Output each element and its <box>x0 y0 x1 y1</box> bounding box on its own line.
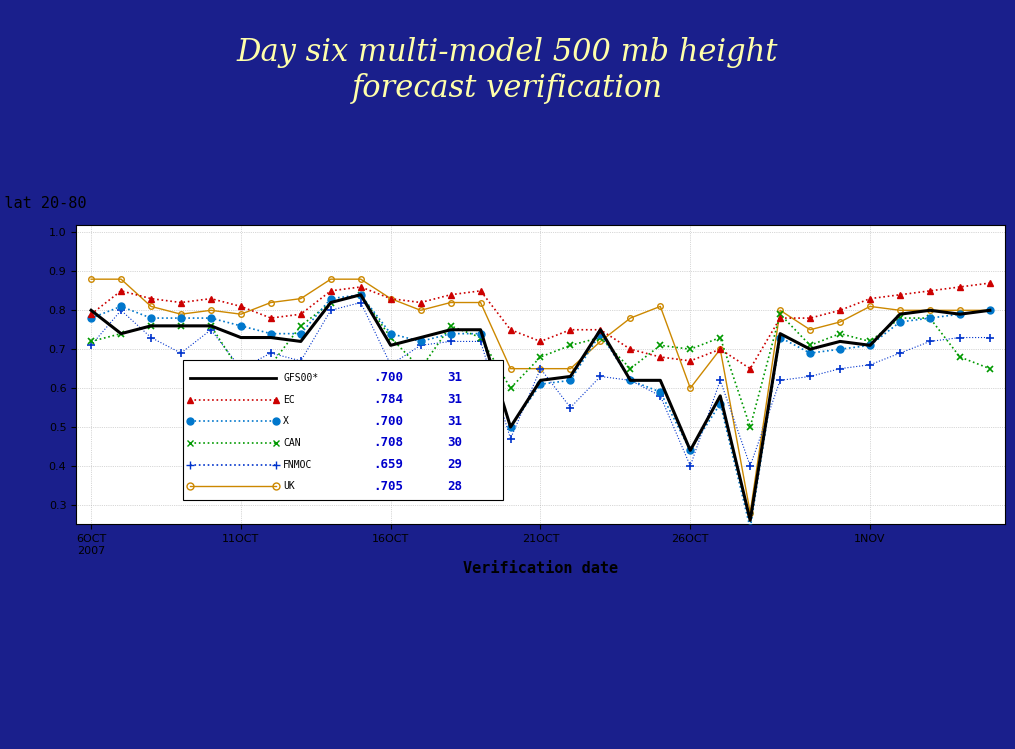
Text: Day six multi-model 500 mb height
forecast verification: Day six multi-model 500 mb height foreca… <box>236 37 779 104</box>
X-axis label: Verification date: Verification date <box>463 561 618 576</box>
Text: .784: .784 <box>374 393 403 406</box>
Text: EC: EC <box>283 395 295 404</box>
Text: CAN: CAN <box>283 438 300 448</box>
Text: .705: .705 <box>374 480 403 493</box>
Text: 31: 31 <box>448 415 463 428</box>
Text: 31: 31 <box>448 393 463 406</box>
Text: UK: UK <box>283 482 295 491</box>
Text: FNMOC: FNMOC <box>283 460 313 470</box>
FancyBboxPatch shape <box>183 360 503 500</box>
Text: 30: 30 <box>448 437 463 449</box>
Text: 28: 28 <box>448 480 463 493</box>
Text: 29: 29 <box>448 458 463 471</box>
Text: .708: .708 <box>374 437 403 449</box>
Text: 31: 31 <box>448 372 463 384</box>
Text: .700: .700 <box>374 372 403 384</box>
Text: Anomaly Correl   day 6   Z 500mb   n hem   lat 20-80: Anomaly Correl day 6 Z 500mb n hem lat 2… <box>0 196 86 211</box>
Text: GFS00*: GFS00* <box>283 373 319 383</box>
Text: X: X <box>283 416 289 426</box>
Text: .659: .659 <box>374 458 403 471</box>
Text: .700: .700 <box>374 415 403 428</box>
